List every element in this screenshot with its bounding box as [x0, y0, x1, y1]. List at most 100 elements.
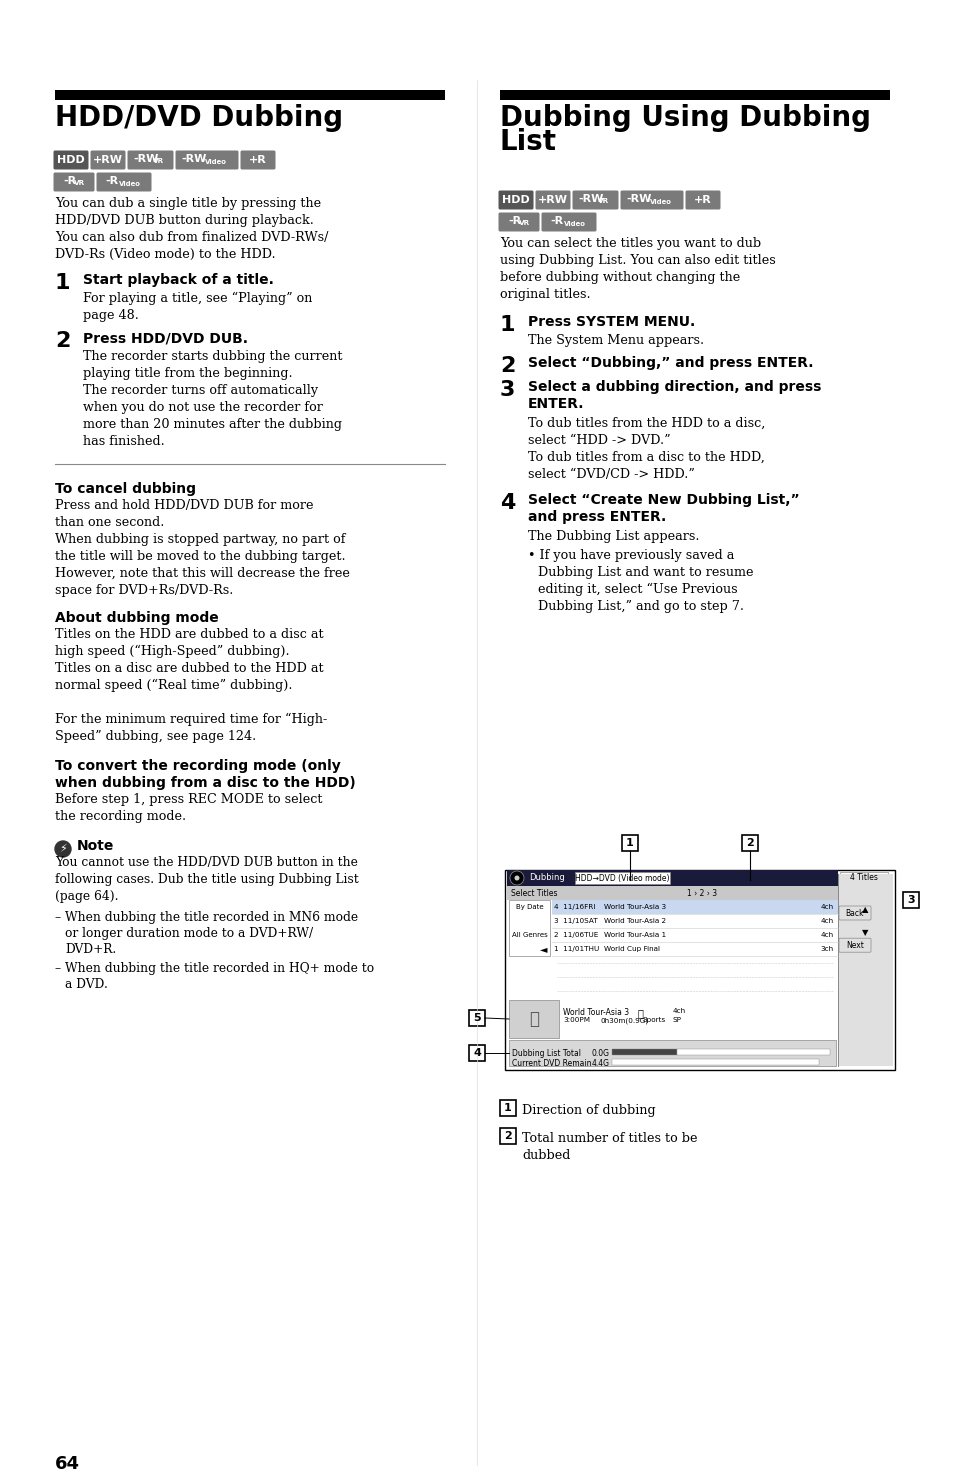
- Text: playing title from the beginning.: playing title from the beginning.: [83, 366, 293, 380]
- Text: Titles on a disc are dubbed to the HDD at: Titles on a disc are dubbed to the HDD a…: [55, 661, 323, 675]
- Text: select “HDD -> DVD.”: select “HDD -> DVD.”: [527, 435, 670, 446]
- Text: 4: 4: [473, 1048, 480, 1057]
- Text: Before step 1, press REC MODE to select: Before step 1, press REC MODE to select: [55, 793, 322, 805]
- Bar: [509, 1040, 835, 1066]
- Text: ◄: ◄: [539, 945, 546, 954]
- Text: has finished.: has finished.: [83, 435, 165, 448]
- Text: Next: Next: [845, 940, 863, 949]
- Bar: [469, 1046, 484, 1060]
- Text: DVD-Rs (Video mode) to the HDD.: DVD-Rs (Video mode) to the HDD.: [55, 248, 275, 261]
- Text: Press HDD/DVD DUB.: Press HDD/DVD DUB.: [83, 331, 248, 346]
- Text: when dubbing from a disc to the HDD): when dubbing from a disc to the HDD): [55, 776, 355, 790]
- FancyBboxPatch shape: [685, 190, 720, 209]
- Text: Press and hold HDD/DVD DUB for more: Press and hold HDD/DVD DUB for more: [55, 498, 314, 512]
- Text: 3:00PM: 3:00PM: [562, 1017, 589, 1023]
- Text: 3: 3: [499, 380, 515, 400]
- FancyBboxPatch shape: [498, 190, 533, 209]
- Text: 3  11/10SAT: 3 11/10SAT: [554, 918, 598, 924]
- Bar: [504, 871, 894, 1071]
- FancyBboxPatch shape: [572, 190, 618, 209]
- Bar: [499, 1100, 516, 1117]
- FancyBboxPatch shape: [91, 150, 126, 169]
- Text: +RW: +RW: [537, 194, 567, 205]
- Bar: [499, 90, 889, 99]
- Text: 2: 2: [499, 356, 515, 377]
- Text: 🚶: 🚶: [529, 1010, 538, 1028]
- Text: For the minimum required time for “High-: For the minimum required time for “High-: [55, 713, 327, 727]
- Text: HDD→DVD (Video mode): HDD→DVD (Video mode): [575, 873, 669, 882]
- Text: -R: -R: [508, 217, 520, 227]
- Circle shape: [510, 871, 523, 885]
- Text: HDD: HDD: [57, 156, 85, 165]
- Text: Select Titles: Select Titles: [511, 888, 557, 897]
- Text: HDD/DVD Dubbing: HDD/DVD Dubbing: [55, 104, 343, 132]
- Text: page 48.: page 48.: [83, 308, 139, 322]
- Text: 1: 1: [499, 314, 515, 335]
- FancyBboxPatch shape: [498, 212, 539, 231]
- Bar: [612, 1048, 677, 1054]
- Text: 0.0G: 0.0G: [592, 1048, 609, 1057]
- FancyBboxPatch shape: [96, 172, 152, 191]
- Text: +RW: +RW: [92, 156, 123, 165]
- Text: ⚡: ⚡: [59, 844, 67, 854]
- Bar: [509, 900, 550, 957]
- Text: Dubbing Using Dubbing: Dubbing Using Dubbing: [499, 104, 870, 132]
- Text: 1 › 2 › 3: 1 › 2 › 3: [687, 888, 717, 897]
- Text: To convert the recording mode (only: To convert the recording mode (only: [55, 759, 340, 773]
- Text: World Tour-Asia 3: World Tour-Asia 3: [603, 905, 665, 911]
- Text: 5: 5: [473, 1013, 480, 1023]
- Text: You can also dub from finalized DVD-RWs/: You can also dub from finalized DVD-RWs/: [55, 231, 328, 245]
- Text: ▲: ▲: [861, 905, 867, 915]
- FancyBboxPatch shape: [838, 906, 870, 919]
- Text: SP: SP: [672, 1017, 681, 1023]
- Text: World Tour-Asia 2: World Tour-Asia 2: [603, 918, 665, 924]
- Text: 3ch: 3ch: [820, 946, 833, 952]
- Text: World Tour-Asia 3: World Tour-Asia 3: [562, 1008, 628, 1017]
- Text: space for DVD+Rs/DVD-Rs.: space for DVD+Rs/DVD-Rs.: [55, 584, 233, 598]
- Circle shape: [55, 841, 71, 857]
- Bar: [469, 1010, 484, 1026]
- Text: ▼: ▼: [861, 928, 867, 937]
- Text: Press SYSTEM MENU.: Press SYSTEM MENU.: [527, 314, 695, 329]
- Text: more than 20 minutes after the dubbing: more than 20 minutes after the dubbing: [83, 418, 341, 432]
- Text: 4ch: 4ch: [820, 905, 833, 911]
- Bar: [506, 871, 837, 885]
- Text: – When dubbing the title recorded in MN6 mode: – When dubbing the title recorded in MN6…: [55, 911, 357, 924]
- Bar: [840, 872, 887, 884]
- Bar: [612, 1059, 819, 1065]
- Text: 4ch: 4ch: [820, 931, 833, 939]
- Text: Video: Video: [204, 159, 226, 165]
- Text: a DVD.: a DVD.: [65, 977, 108, 991]
- Text: You cannot use the HDD/DVD DUB button in the: You cannot use the HDD/DVD DUB button in…: [55, 856, 357, 869]
- Text: Select a dubbing direction, and press: Select a dubbing direction, and press: [527, 380, 821, 394]
- Text: Sports: Sports: [642, 1017, 665, 1023]
- Bar: [612, 1059, 819, 1065]
- Text: The recorder starts dubbing the current: The recorder starts dubbing the current: [83, 350, 342, 363]
- Text: You can dub a single title by pressing the: You can dub a single title by pressing t…: [55, 197, 321, 211]
- Text: 1: 1: [625, 838, 633, 848]
- Text: Note: Note: [77, 839, 114, 853]
- Text: 4 Titles: 4 Titles: [849, 873, 877, 882]
- Bar: [902, 891, 918, 908]
- Text: To cancel dubbing: To cancel dubbing: [55, 482, 195, 495]
- Text: By Date: By Date: [516, 905, 543, 911]
- FancyBboxPatch shape: [535, 190, 570, 209]
- Bar: [552, 942, 837, 957]
- Text: When dubbing is stopped partway, no part of: When dubbing is stopped partway, no part…: [55, 532, 345, 546]
- Text: World Cup Final: World Cup Final: [603, 946, 659, 952]
- FancyBboxPatch shape: [838, 939, 870, 952]
- Text: 4ch: 4ch: [672, 1008, 685, 1014]
- Bar: [509, 1000, 558, 1038]
- Text: -RW: -RW: [133, 154, 158, 165]
- Text: 2: 2: [745, 838, 753, 848]
- Text: Dubbing List and want to resume: Dubbing List and want to resume: [537, 567, 753, 578]
- Text: high speed (“High-Speed” dubbing).: high speed (“High-Speed” dubbing).: [55, 645, 290, 658]
- FancyBboxPatch shape: [53, 172, 94, 191]
- Text: -R: -R: [105, 176, 118, 187]
- Text: Titles on the HDD are dubbed to a disc at: Titles on the HDD are dubbed to a disc a…: [55, 627, 323, 641]
- Text: 3: 3: [906, 896, 914, 905]
- Bar: [741, 835, 758, 851]
- Text: 64: 64: [55, 1455, 80, 1473]
- Text: when you do not use the recorder for: when you do not use the recorder for: [83, 400, 322, 414]
- Bar: [677, 1048, 829, 1054]
